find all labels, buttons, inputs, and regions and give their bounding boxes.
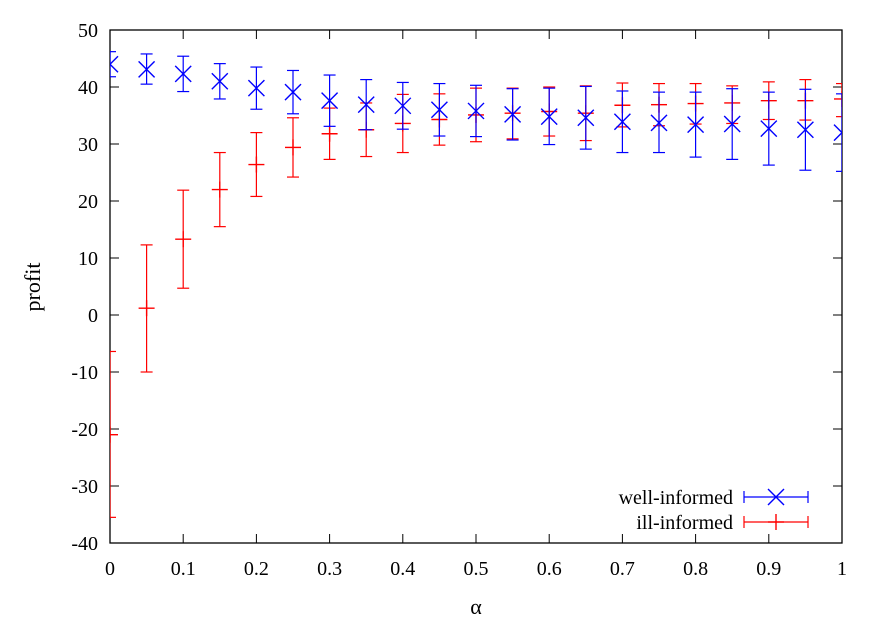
legend: well-informed ill-informed [619,487,809,534]
y-tick-label: 40 [78,77,98,99]
x-tick-label: 0 [105,558,115,580]
x-tick-label: 0.8 [683,558,708,580]
well-informed-point-b [321,92,339,110]
y-tick-label: 0 [88,305,98,327]
well-informed-point-b [833,131,842,142]
well-informed-point-b [211,72,229,90]
well-informed-point-b [430,101,448,119]
x-tick-label: 0.5 [464,558,489,580]
series-well-informed [110,51,842,172]
well-informed-point-b [110,55,119,66]
x-tick-label: 0.4 [390,558,415,580]
axis-ticks [109,29,843,544]
legend-label-well-informed: well-informed [619,487,733,509]
y-tick-label: -20 [71,419,98,441]
x-tick-label: 1 [837,558,847,580]
x-tick-label: 0.6 [537,558,562,580]
y-tick-label: 10 [78,248,98,270]
series-clip-group [110,51,842,518]
well-informed-point-b [394,97,412,115]
y-tick-label: -10 [71,362,98,384]
legend-label-ill-informed: ill-informed [636,512,733,534]
well-informed-point-b [504,105,522,123]
well-informed-point-a [110,63,119,73]
x-tick-label: 0.9 [756,558,781,580]
series-layer [110,51,842,518]
well-informed-point-b [540,108,558,126]
x-tick-label: 0.1 [171,558,196,580]
well-informed-point-b [138,60,156,78]
well-informed-point-b [284,83,302,101]
well-informed-point-b [723,115,741,133]
y-tick-label: 30 [78,134,98,156]
well-informed-point-b [760,120,778,138]
x-tick-label: 0.3 [317,558,342,580]
y-axis-title: profit [20,263,45,312]
well-informed-point-b [357,96,375,114]
well-informed-point-b [467,102,485,120]
well-informed-point-b [247,79,265,97]
series-ill-informed [110,78,842,518]
y-tick-label: 50 [78,20,98,42]
well-informed-point-b [174,65,192,83]
y-tick-label: 20 [78,191,98,213]
well-informed-point-b [613,113,631,131]
tick-labels: 0 0.1 0.2 0.3 0.4 0.5 0.6 0.7 0.8 0.9 1 -40 -30 -20 -1… [71,20,847,580]
x-axis-title: α [470,594,482,617]
well-informed-point-a [833,124,842,134]
well-informed-point-b [577,109,595,127]
y-tick-label: -30 [71,476,98,498]
legend-marker-well-informed-b [767,488,785,506]
well-informed-point-b [650,114,668,132]
well-informed-point-b [796,121,814,139]
y-tick-label: -40 [71,533,98,555]
x-tick-label: 0.7 [610,558,635,580]
x-tick-label: 0.2 [244,558,269,580]
well-informed-point-b [687,116,705,134]
